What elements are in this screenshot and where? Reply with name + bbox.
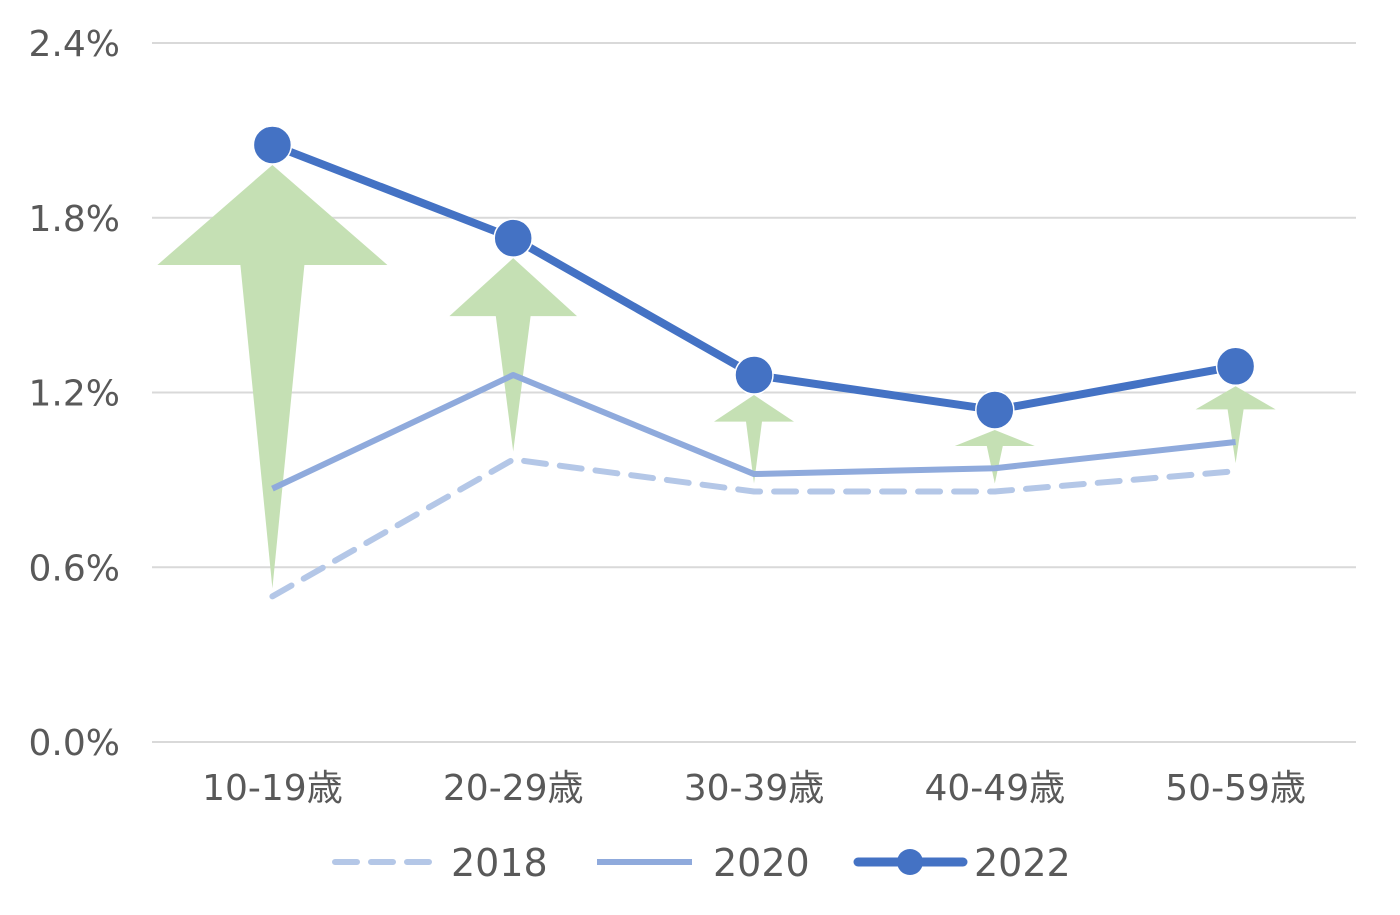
legend-item: 2020 [597, 841, 810, 885]
y-tick-label: 2.4% [29, 24, 120, 65]
legend: 2018 2020 2022 [332, 841, 1071, 885]
x-tick-label: 40-49歳 [924, 768, 1065, 809]
y-tick-label: 1.8% [29, 199, 120, 240]
series-lines [252, 125, 1256, 600]
legend-marker [897, 849, 923, 875]
y-axis: 0.0% 0.6% 1.2% 1.8% 2.4% [29, 24, 120, 764]
x-axis: 10-19歳 20-29歳 30-39歳 40-49歳 50-59歳 [202, 768, 1306, 809]
legend-label: 2020 [713, 841, 810, 885]
x-tick-label: 20-29歳 [443, 768, 584, 809]
legend-item: 2018 [332, 841, 548, 885]
y-tick-label: 0.0% [29, 723, 120, 764]
data-point [734, 355, 774, 395]
x-tick-label: 10-19歳 [202, 768, 343, 809]
increase-arrow [954, 429, 1035, 484]
data-point [975, 390, 1015, 430]
data-point [252, 125, 293, 165]
increase-arrow [1195, 386, 1276, 464]
data-point [1215, 346, 1256, 387]
legend-label: 2022 [974, 841, 1071, 885]
increase-arrow [157, 164, 388, 589]
x-tick-label: 50-59歳 [1165, 768, 1306, 809]
legend-item: 2022 [853, 841, 1071, 885]
increase-arrows [157, 164, 1276, 589]
data-point [493, 218, 533, 258]
y-tick-label: 0.6% [29, 548, 120, 589]
x-tick-label: 30-39歳 [684, 768, 825, 809]
series-line-2018 [269, 456, 1239, 600]
increase-arrow [449, 258, 578, 452]
series-line-2020 [271, 372, 1236, 492]
y-tick-label: 1.2% [29, 374, 120, 415]
legend-label: 2018 [451, 841, 548, 885]
increase-arrow [714, 395, 794, 484]
